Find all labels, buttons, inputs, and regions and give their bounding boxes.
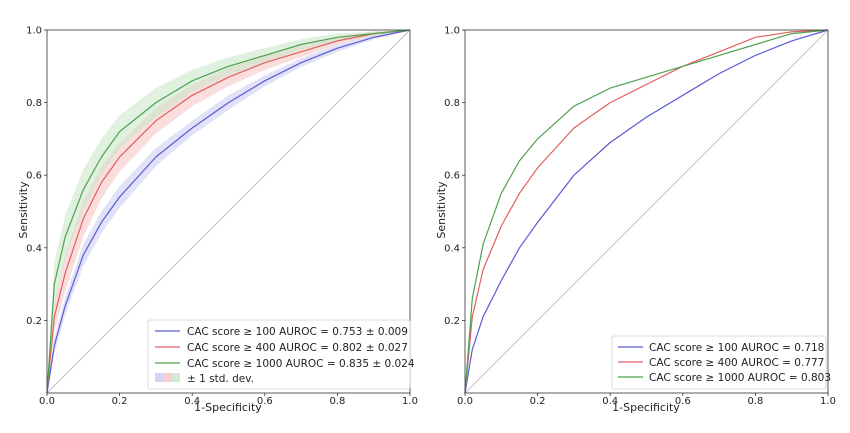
legend-label-cac100: CAC score ≥ 100 AUROC = 0.753 ± 0.009 (187, 326, 408, 338)
y-tick-label: 0.8 (26, 98, 42, 109)
chance-diagonal-left (46, 29, 411, 394)
legend-label-cac1000-right: CAC score ≥ 1000 AUROC = 0.803 (649, 372, 831, 384)
y-tick-label: 0.2 (26, 316, 42, 327)
x-tick-label: 1.0 (820, 396, 836, 407)
x-ticks-right: 0.0 0.2 0.4 0.6 0.8 1.0 (457, 393, 836, 407)
y-tick-label: 0.4 (26, 243, 42, 254)
chance-diagonal-right (464, 29, 829, 394)
x-axis-label-left: 1-Specificity (194, 401, 262, 414)
roc-panel-left: 0.0 0.2 0.4 0.6 0.8 1.0 0.2 0.4 0.6 0.8 1.0 1-Spe… (17, 26, 418, 415)
y-ticks-left: 0.2 0.4 0.6 0.8 1.0 (26, 26, 47, 327)
y-tick-label: 1.0 (444, 26, 460, 37)
band-swatch-blue (155, 373, 163, 382)
legend-right: CAC score ≥ 100 AUROC = 0.718 CAC score … (611, 335, 831, 390)
y-tick-label: 1.0 (26, 26, 42, 37)
roc-curve-cac1000-right (464, 29, 829, 394)
x-tick-label: 0.2 (530, 396, 546, 407)
plot-frame-left (46, 29, 411, 394)
roc-panel-right: 0.0 0.2 0.4 0.6 0.8 1.0 0.2 0.4 0.6 0.8 1.0 1-Spe… (435, 26, 836, 415)
x-ticks-left: 0.0 0.2 0.4 0.6 0.8 1.0 (39, 393, 418, 407)
x-tick-label: 0.8 (747, 396, 763, 407)
roc-curves-left (46, 29, 411, 394)
plot-frame-right (464, 29, 829, 394)
y-tick-label: 0.4 (444, 243, 460, 254)
std-band-cac1000-left (47, 30, 410, 393)
legend-box-left (147, 319, 411, 390)
band-swatch-red (163, 373, 172, 382)
y-ticks-right: 0.2 0.4 0.6 0.8 1.0 (444, 26, 465, 327)
roc-curve-cac100-left (46, 29, 411, 394)
legend-label-cac400: CAC score ≥ 400 AUROC = 0.802 ± 0.027 (187, 342, 408, 354)
legend-swatch-std-band (155, 373, 180, 382)
x-tick-label: 0.4 (184, 396, 200, 407)
x-tick-label: 0.2 (112, 396, 128, 407)
roc-curve-cac400-right (464, 29, 829, 394)
legend-label-cac1000: CAC score ≥ 1000 AUROC = 0.835 ± 0.024 (187, 358, 415, 370)
roc-curve-cac100-right (464, 29, 829, 394)
x-axis-label-right: 1-Specificity (612, 401, 680, 414)
x-tick-label: 1.0 (402, 396, 418, 407)
legend-label-std-band: ± 1 std. dev. (187, 373, 254, 385)
legend-box-right (611, 335, 827, 390)
y-tick-label: 0.8 (444, 98, 460, 109)
legend-label-cac400-right: CAC score ≥ 400 AUROC = 0.777 (649, 357, 824, 369)
legend-label-cac100-right: CAC score ≥ 100 AUROC = 0.718 (649, 342, 824, 354)
y-axis-label-right: Sensitivity (435, 181, 448, 239)
x-tick-label: 0.6 (675, 396, 691, 407)
y-tick-label: 0.2 (444, 316, 460, 327)
y-tick-label: 0.6 (26, 171, 42, 182)
x-tick-label: 0.4 (602, 396, 618, 407)
x-tick-label: 0.6 (257, 396, 273, 407)
y-axis-label-left: Sensitivity (17, 181, 30, 239)
x-tick-label: 0.8 (329, 396, 345, 407)
band-swatch-green (172, 373, 180, 382)
roc-curves-right (464, 29, 829, 394)
x-tick-label: 0.0 (39, 396, 55, 407)
roc-curve-cac1000-left (46, 29, 411, 394)
roc-curve-cac400-left (46, 29, 411, 394)
legend-left: CAC score ≥ 100 AUROC = 0.753 ± 0.009 CA… (147, 319, 415, 390)
y-tick-label: 0.6 (444, 171, 460, 182)
x-tick-label: 0.0 (457, 396, 473, 407)
